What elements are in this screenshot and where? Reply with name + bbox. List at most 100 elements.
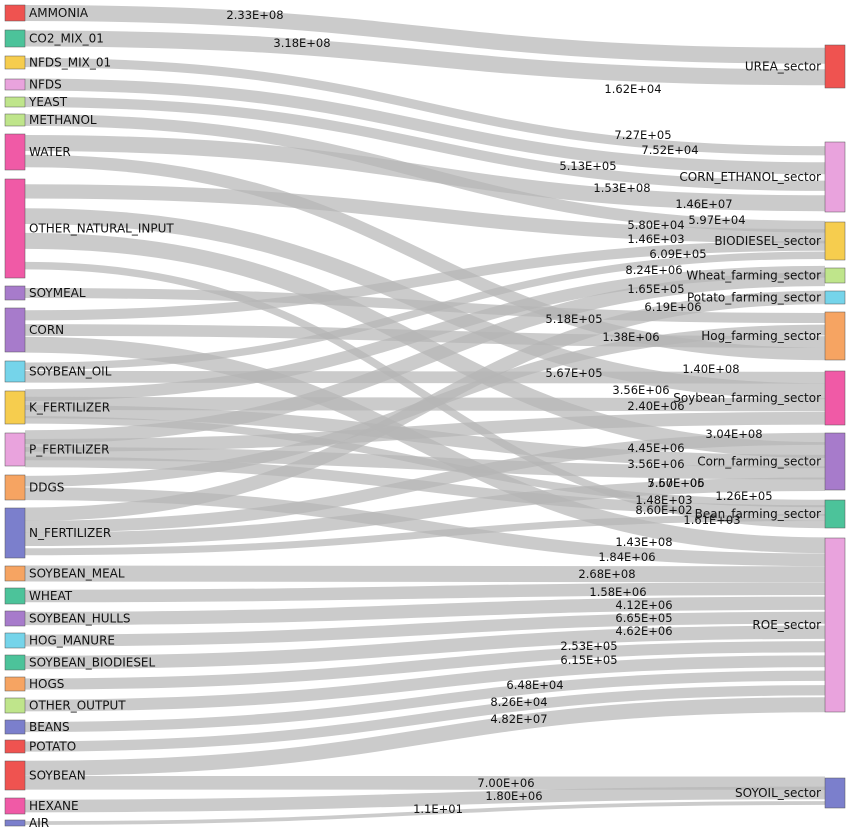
source-node <box>4 133 26 171</box>
flow-value-label: 7.00E+06 <box>477 776 534 790</box>
source-node <box>4 760 26 791</box>
flow-value-label: 1.43E+08 <box>615 535 672 549</box>
target-node <box>824 537 846 713</box>
flow-value-label: 8.24E+06 <box>625 263 682 277</box>
source-node <box>4 507 26 559</box>
target-node-label: SOYOIL_sector <box>735 786 821 800</box>
source-node <box>4 565 26 582</box>
flow-value-label: 1.46E+03 <box>627 232 684 246</box>
source-node-label: SOYBEAN <box>29 769 86 783</box>
flow-value-label: 8.60E+02 <box>635 503 692 517</box>
flow-value-label: 1.40E+08 <box>682 362 739 376</box>
source-node-label: WHEAT <box>29 589 73 603</box>
source-node-label: SOYBEAN_OIL <box>29 365 112 379</box>
source-node-label: CO2_MIX_01 <box>29 32 104 46</box>
source-node <box>4 632 26 649</box>
flow-band <box>24 697 826 776</box>
target-node <box>824 432 846 491</box>
source-node <box>4 676 26 692</box>
flow-band <box>24 416 826 508</box>
flow-value-label: 5.13E+05 <box>559 159 616 173</box>
source-node-label: SOYBEAN_HULLS <box>29 612 131 626</box>
source-node <box>4 739 26 754</box>
source-node <box>4 797 26 815</box>
flow-value-label: 1.38E+06 <box>602 330 659 344</box>
source-node-label: SOYBEAN_BIODIESEL <box>29 656 156 670</box>
target-node-label: Potato_farming_sector <box>687 291 821 305</box>
flow-value-label: 5.18E+05 <box>545 312 602 326</box>
flow-band <box>24 625 826 670</box>
flow-value-label: 2.40E+06 <box>627 399 684 413</box>
source-node <box>4 307 26 353</box>
source-node-label: BEANS <box>29 720 70 734</box>
source-node <box>4 432 26 467</box>
target-node <box>824 267 846 284</box>
flow-value-label: 1.1E+01 <box>413 802 463 816</box>
source-node-label: P_FERTILIZER <box>29 443 109 457</box>
flow-value-label: 6.19E+06 <box>644 300 701 314</box>
source-node <box>4 78 26 91</box>
target-node <box>824 370 846 426</box>
flow-band <box>24 208 826 400</box>
flow-value-label: 1.58E+06 <box>589 585 646 599</box>
flow-band <box>24 655 826 712</box>
source-node-label: K_FERTILIZER <box>29 401 110 415</box>
flow-band <box>24 184 826 244</box>
source-node-label: METHANOL <box>29 113 97 127</box>
source-node-label: SOYBEAN_MEAL <box>29 567 125 581</box>
flow-value-label: 1.53E+08 <box>593 181 650 195</box>
flow-band <box>24 801 826 825</box>
flow-value-label: 3.18E+08 <box>273 36 330 50</box>
target-node-label: Bean_farming_sector <box>695 507 821 521</box>
flow-band <box>24 670 826 733</box>
flow-band <box>24 261 826 529</box>
flow-value-label: 5.97E+04 <box>688 213 745 227</box>
target-node <box>824 44 846 89</box>
flow-band <box>24 514 826 556</box>
flow-band <box>24 596 826 626</box>
flow-band <box>24 78 826 175</box>
source-node <box>4 610 26 627</box>
source-node <box>4 360 26 383</box>
flow-value-label: 8.26E+04 <box>490 695 547 709</box>
flow-band <box>24 565 826 583</box>
source-node <box>4 55 26 70</box>
flow-value-label: 2.33E+08 <box>226 8 283 22</box>
nodes-layer: AMMONIA CO2_MIX_01 NFDS_MIX_01 NFDS YEAST MET… <box>4 4 846 830</box>
flow-value-label: 1.61E+03 <box>683 513 740 527</box>
flow-band <box>24 135 826 212</box>
source-node <box>4 697 26 714</box>
target-node-label: UREA_sector <box>745 60 821 74</box>
flow-value-label: 3.56E+06 <box>612 383 669 397</box>
source-node-label: NFDS_MIX_01 <box>29 56 111 70</box>
flow-value-label: 3.04E+08 <box>705 427 762 441</box>
source-node-label: AIR <box>29 816 49 830</box>
target-node-label: Hog_farming_sector <box>701 329 821 343</box>
flow-band <box>24 685 826 752</box>
source-node-label: N_FERTILIZER <box>29 526 111 540</box>
source-node <box>4 178 26 279</box>
flow-value-label: 6.48E+04 <box>506 678 563 692</box>
target-node <box>824 221 846 261</box>
flow-band <box>24 582 826 603</box>
source-node <box>4 654 26 671</box>
flow-value-label: 6.65E+05 <box>615 611 672 625</box>
source-node <box>4 29 26 48</box>
flow-band <box>24 30 826 86</box>
flow-value-label: 1.48E+03 <box>635 493 692 507</box>
source-node <box>4 4 26 22</box>
flow-band <box>24 240 826 321</box>
flow-band <box>24 611 826 647</box>
target-node <box>824 141 846 213</box>
target-node <box>824 499 846 529</box>
flow-band <box>24 96 826 191</box>
flow-value-label: 2.53E+05 <box>560 639 617 653</box>
target-node <box>824 290 846 305</box>
source-node-label: HEXANE <box>29 799 79 813</box>
source-node-label: HOGS <box>29 677 64 691</box>
flow-value-label: 1.46E+07 <box>675 197 732 211</box>
target-node-label: Corn_farming_sector <box>697 455 821 469</box>
source-node-label: WATER <box>29 145 71 159</box>
source-node-label: DDGS <box>29 481 64 495</box>
